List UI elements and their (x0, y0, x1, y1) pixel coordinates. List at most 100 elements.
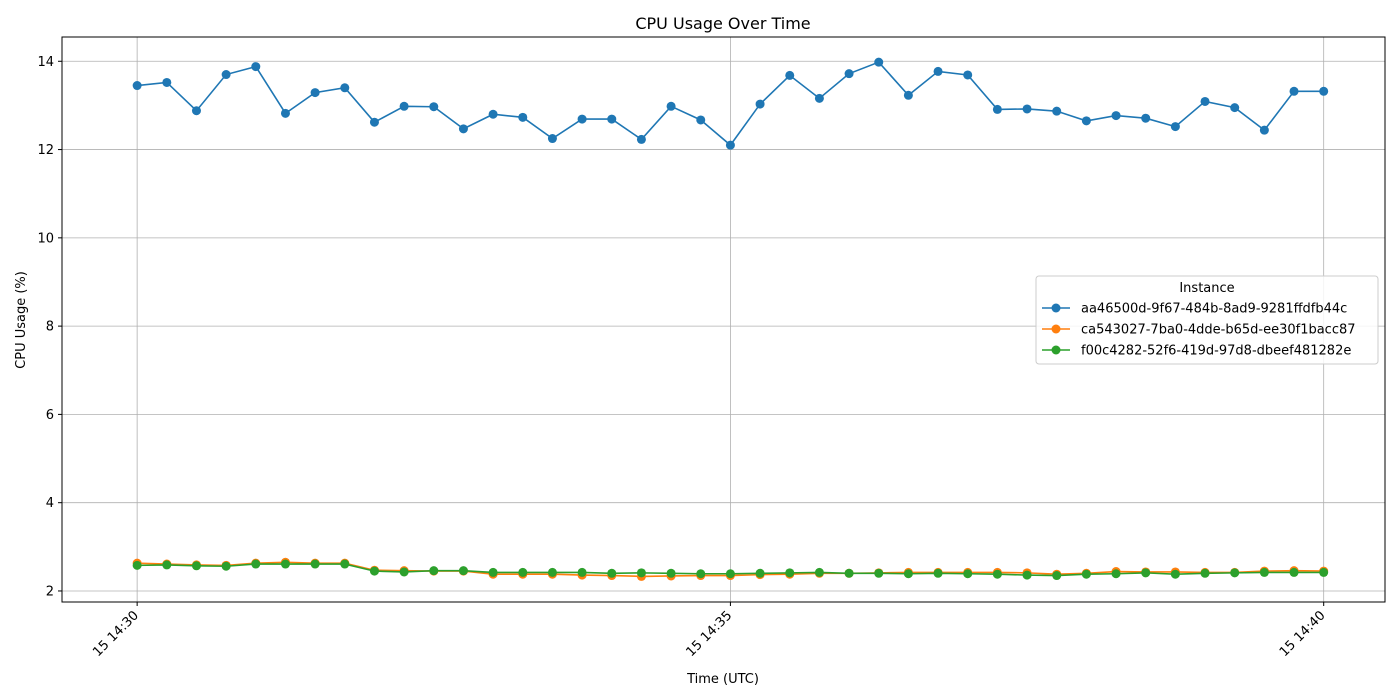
series-3 (132, 559, 1329, 581)
x-axis-label: Time (UTC) (686, 672, 759, 687)
data-point (903, 569, 913, 579)
data-point (577, 567, 587, 577)
y-axis-label: CPU Usage (%) (14, 271, 29, 369)
data-point (1170, 569, 1180, 579)
data-point (1319, 567, 1329, 577)
data-point (132, 560, 142, 570)
data-point (340, 559, 350, 569)
data-point (577, 114, 587, 124)
legend-item: f00c4282-52f6-419d-97d8-dbeef481282e (1042, 344, 1351, 359)
data-point (814, 93, 824, 103)
x-tick-label: 15 14:40 (1277, 608, 1329, 660)
x-tick-label: 15 14:30 (90, 608, 142, 660)
data-point (874, 57, 884, 67)
data-point (1111, 111, 1121, 121)
data-point (162, 77, 172, 87)
data-point (132, 81, 142, 91)
data-point (755, 568, 765, 578)
data-point (221, 561, 231, 571)
legend-marker (1051, 324, 1061, 334)
data-point (607, 114, 617, 124)
data-point (636, 134, 646, 144)
data-point (429, 102, 439, 112)
data-point (280, 108, 290, 118)
data-point (963, 569, 973, 579)
data-point (251, 559, 261, 569)
data-point (1200, 96, 1210, 106)
data-point (755, 99, 765, 109)
data-point (1022, 570, 1032, 580)
data-point (1022, 104, 1032, 114)
data-point (1141, 568, 1151, 578)
data-point (725, 569, 735, 579)
series-lines (132, 57, 1329, 581)
y-tick-label: 14 (37, 55, 54, 70)
data-point (1141, 113, 1151, 123)
data-point (844, 568, 854, 578)
data-point (607, 568, 617, 578)
series-1 (132, 57, 1329, 150)
data-point (1259, 125, 1269, 135)
data-point (696, 115, 706, 125)
data-point (162, 560, 172, 570)
chart-title: CPU Usage Over Time (635, 14, 810, 33)
data-point (696, 569, 706, 579)
data-point (191, 106, 201, 116)
data-point (547, 134, 557, 144)
grid (62, 37, 1385, 602)
data-point (1319, 86, 1329, 96)
data-point (1081, 569, 1091, 579)
legend-label: aa46500d-9f67-484b-8ad9-9281ffdfb44c (1081, 302, 1347, 317)
data-point (191, 561, 201, 571)
data-point (1052, 106, 1062, 116)
data-point (814, 567, 824, 577)
y-tick-label: 2 (46, 584, 54, 599)
data-point (874, 568, 884, 578)
legend-item: ca543027-7ba0-4dde-b65d-ee30f1bacc87 (1042, 323, 1356, 338)
legend-title: Instance (1179, 281, 1234, 296)
y-tick-label: 10 (37, 231, 54, 246)
data-point (369, 566, 379, 576)
legend-box (1035, 275, 1379, 365)
legend-marker (1051, 303, 1061, 313)
x-tick-label: 15 14:35 (684, 608, 736, 660)
data-point (340, 83, 350, 93)
data-point (666, 568, 676, 578)
data-point (1111, 569, 1121, 579)
data-point (369, 117, 379, 127)
data-point (488, 567, 498, 577)
data-point (725, 140, 735, 150)
data-point (933, 66, 943, 76)
data-point (429, 566, 439, 576)
data-point (666, 101, 676, 111)
data-point (399, 101, 409, 111)
y-tick-label: 12 (37, 143, 54, 158)
y-axis: 2 4 6 8 10 12 14 (37, 55, 62, 599)
data-point (1259, 567, 1269, 577)
data-point (251, 62, 261, 72)
data-point (785, 70, 795, 80)
data-point (1052, 571, 1062, 581)
data-point (1230, 103, 1240, 113)
y-tick-label: 6 (46, 408, 54, 423)
data-point (1289, 86, 1299, 96)
data-point (636, 568, 646, 578)
data-point (458, 566, 468, 576)
data-point (933, 568, 943, 578)
legend-item: aa46500d-9f67-484b-8ad9-9281ffdfb44c (1042, 302, 1347, 317)
legend-label: ca543027-7ba0-4dde-b65d-ee30f1bacc87 (1081, 323, 1356, 338)
data-point (399, 567, 409, 577)
data-point (1170, 122, 1180, 132)
data-point (992, 569, 1002, 579)
data-point (844, 69, 854, 79)
data-point (547, 567, 557, 577)
legend-label: f00c4282-52f6-419d-97d8-dbeef481282e (1081, 344, 1351, 359)
data-point (488, 109, 498, 119)
y-tick-label: 8 (46, 320, 54, 335)
data-point (992, 104, 1002, 114)
data-point (785, 568, 795, 578)
data-point (1289, 567, 1299, 577)
plot-frame (61, 36, 1386, 603)
y-tick-label: 4 (46, 496, 54, 511)
